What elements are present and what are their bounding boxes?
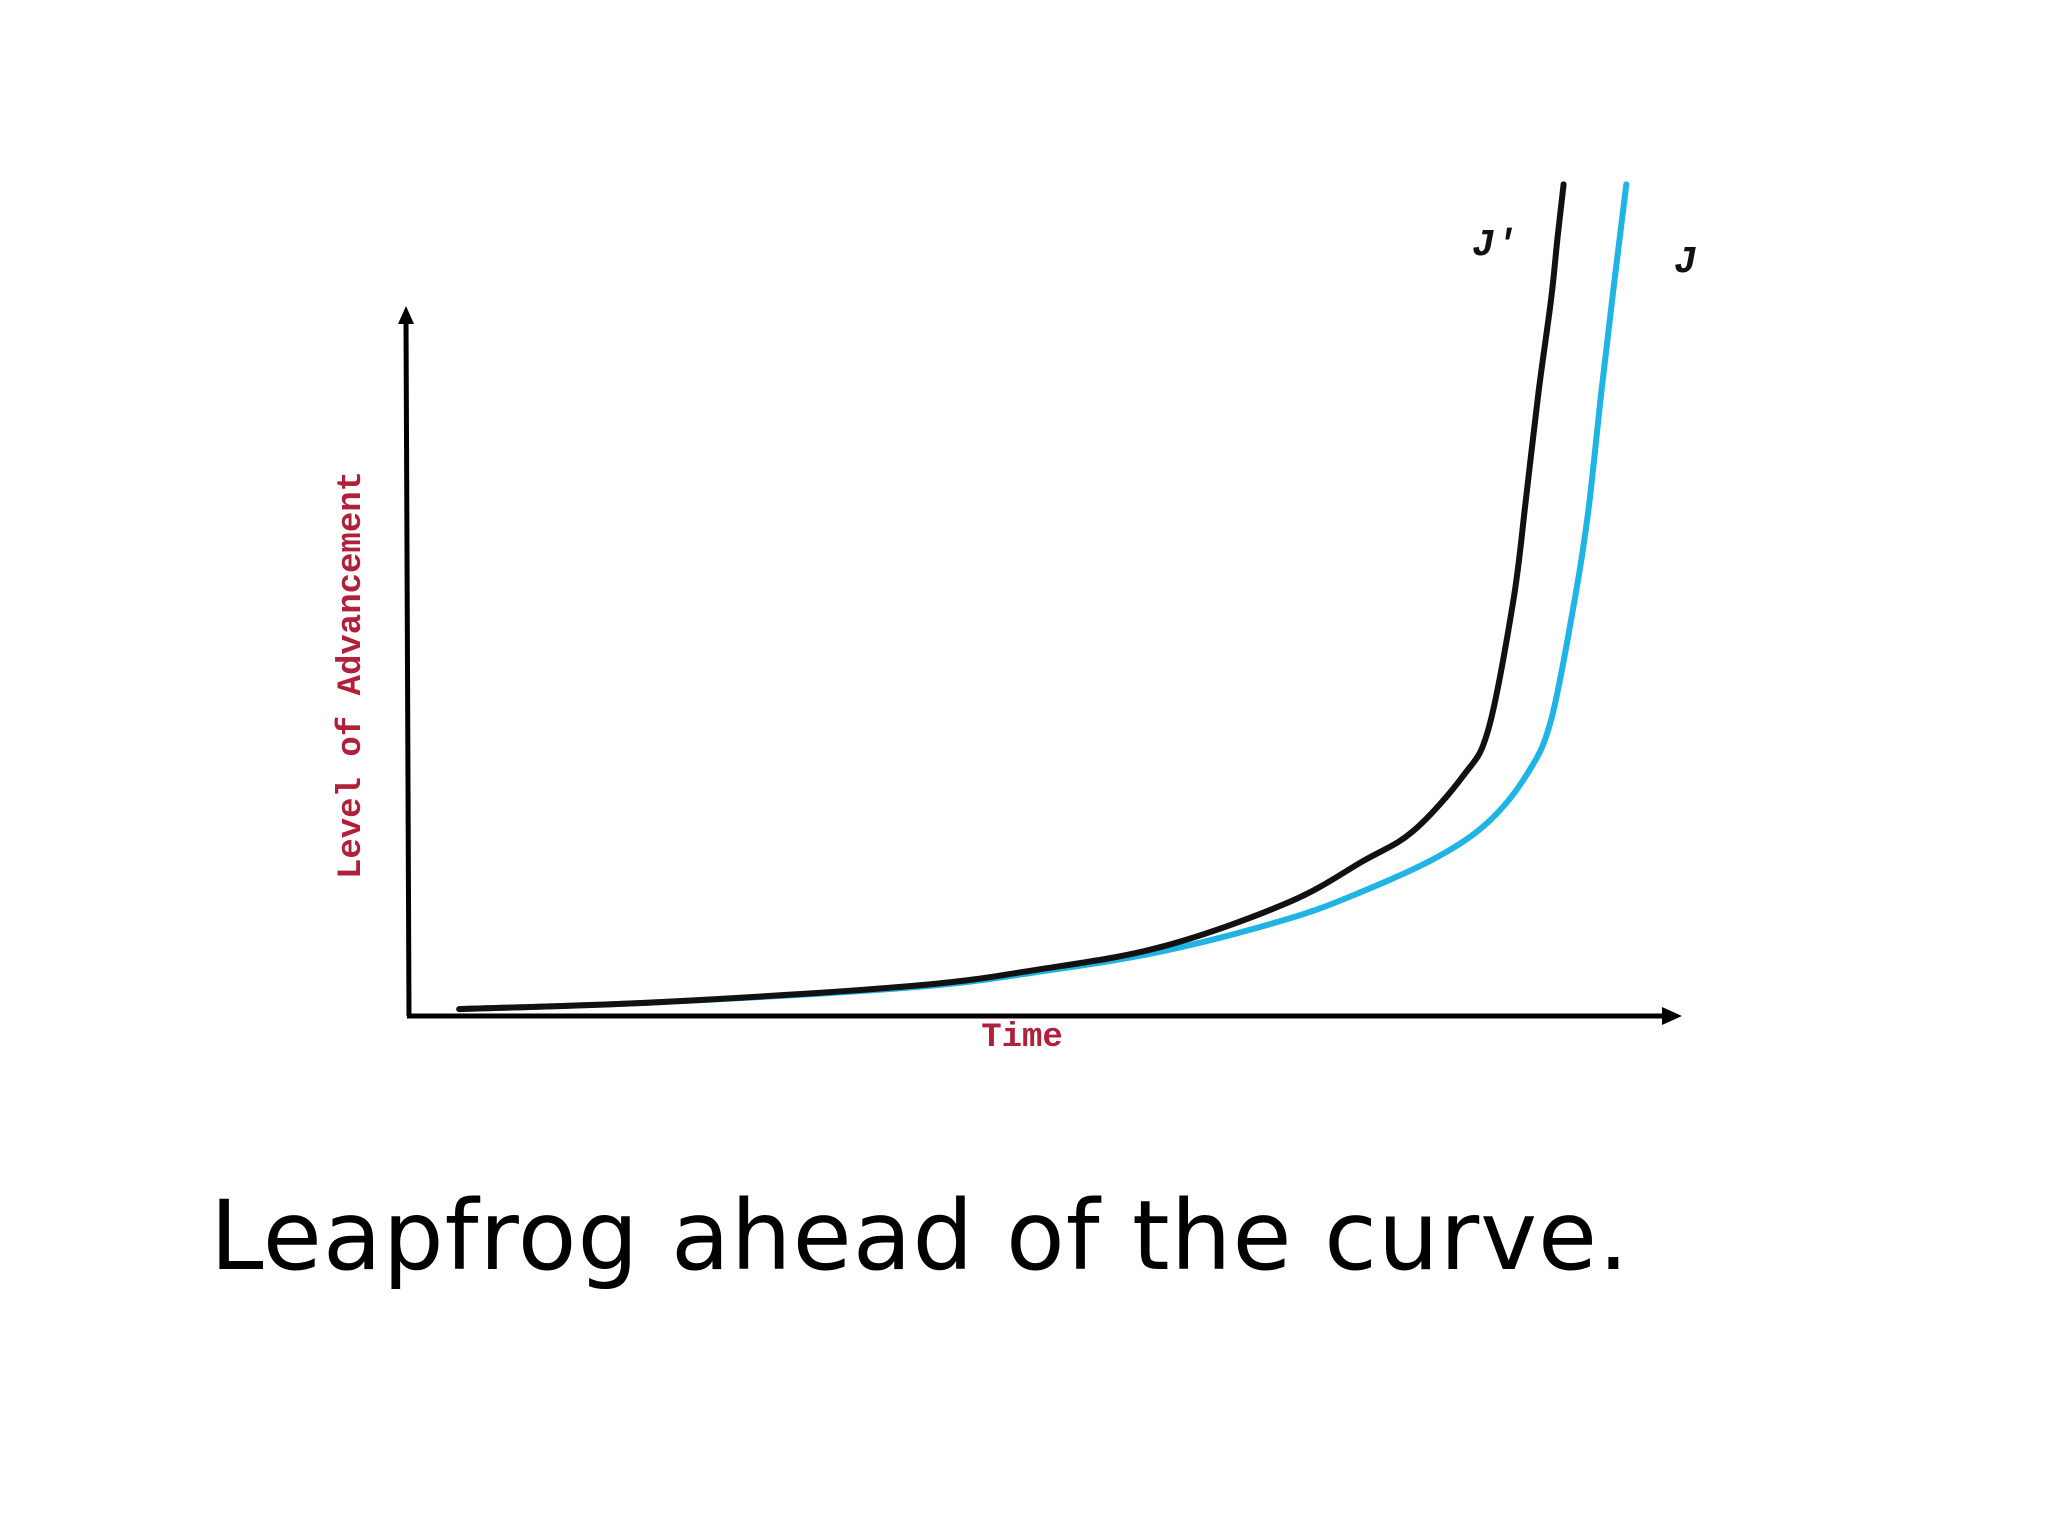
series-line-j xyxy=(456,181,1630,1013)
series-line-j-prime xyxy=(456,181,1567,1013)
y-axis-line xyxy=(403,319,412,1017)
x-axis-arrowhead xyxy=(1662,1007,1682,1025)
x-axis xyxy=(407,1007,1682,1025)
x-axis-label: Time xyxy=(981,1019,1063,1057)
y-axis-arrowhead xyxy=(398,306,414,324)
y-axis-label: Level of Advancement xyxy=(333,471,371,879)
slide-caption: Leapfrog ahead of the curve. xyxy=(210,1180,1630,1292)
series-label-j: J xyxy=(1674,241,1697,284)
series-label-j-prime: J′ xyxy=(1472,224,1518,267)
series-layer xyxy=(456,181,1630,1013)
y-axis xyxy=(398,306,414,1017)
